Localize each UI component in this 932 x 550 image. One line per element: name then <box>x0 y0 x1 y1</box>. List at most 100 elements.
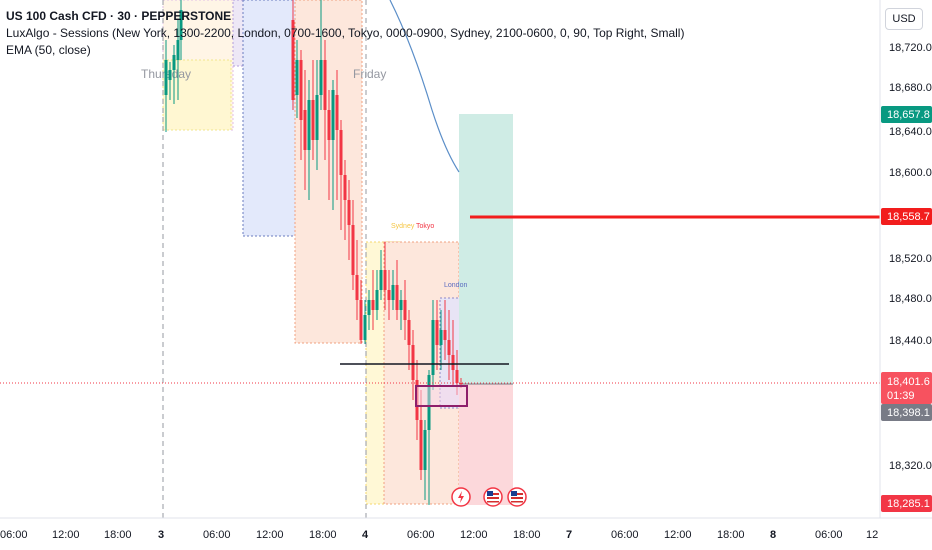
candle-body <box>391 285 395 300</box>
candle-body <box>379 270 383 290</box>
svg-text:18,285.1: 18,285.1 <box>887 498 930 510</box>
candle-body <box>447 340 451 355</box>
candle-body <box>168 70 172 80</box>
candle-body <box>319 60 323 95</box>
candle-body <box>176 40 180 60</box>
candle-body <box>371 300 375 310</box>
indicator-sessions-label[interactable]: LuxAlgo - Sessions (New York, 1300-2200,… <box>6 26 685 40</box>
svg-text:01:39: 01:39 <box>887 390 915 402</box>
session-label-sydney: Sydney <box>391 223 415 230</box>
chart-legend: US 100 Cash CFD · 30 · PEPPERSTONE LuxAl… <box>6 8 684 59</box>
ema-line <box>389 0 460 173</box>
flash-icon[interactable] <box>451 487 471 507</box>
candle-body <box>331 90 335 140</box>
candle-body <box>367 300 371 315</box>
svg-text:18,558.7: 18,558.7 <box>887 211 930 223</box>
time-tick: 06:00 <box>203 529 231 541</box>
candle-body <box>431 320 435 375</box>
session-label-tokyo: Tokyo <box>416 223 434 230</box>
time-tick: 8 <box>770 529 776 541</box>
candle-body <box>423 430 427 470</box>
candle-body <box>179 10 183 40</box>
price-tick: 18,680.0 <box>889 82 932 94</box>
price-tick: 18,720.0 <box>889 42 932 54</box>
candle-body <box>339 130 343 175</box>
candle-body <box>355 275 359 300</box>
candle-body <box>375 290 379 310</box>
candle-body <box>435 320 439 345</box>
candle-body <box>459 383 463 384</box>
time-tick: 12:00 <box>52 529 80 541</box>
candle-body <box>291 20 295 100</box>
symbol-title[interactable]: US 100 Cash CFD · 30 · PEPPERSTONE <box>6 9 232 23</box>
time-tick: 06:00 <box>815 529 843 541</box>
candle-body <box>303 110 307 150</box>
price-axis[interactable]: 18,720.0 18,680.0 18,640.0 18,600.0 18,5… <box>879 0 932 518</box>
candle-body <box>299 60 303 120</box>
price-tag-target: 18,657.8 <box>881 106 932 123</box>
time-tick: 06:00 <box>611 529 639 541</box>
candle-body <box>164 60 168 95</box>
svg-text:18,657.8: 18,657.8 <box>887 109 930 121</box>
candle-body <box>411 345 415 380</box>
price-tick: 18,440.0 <box>889 335 932 347</box>
candle-body <box>347 200 351 225</box>
candle-body <box>335 95 339 130</box>
candle-body <box>315 95 319 140</box>
time-tick: 18:00 <box>104 529 132 541</box>
candle-body <box>307 100 311 150</box>
candle-body <box>395 285 399 310</box>
price-tick: 18,320.0 <box>889 460 932 472</box>
time-tick: 18:00 <box>513 529 541 541</box>
long-position-tool[interactable] <box>459 114 513 505</box>
time-tick: 12 <box>866 529 878 541</box>
price-tag-resistance: 18,558.7 <box>881 208 932 225</box>
currency-button[interactable]: USD <box>885 8 923 30</box>
indicator-ema-label[interactable]: EMA (50, close) <box>6 43 91 57</box>
candle-body <box>383 270 387 290</box>
candle-body <box>443 330 447 340</box>
price-tag-stop: 18,285.1 <box>881 495 932 512</box>
candle-body <box>359 300 363 340</box>
price-tick: 18,640.0 <box>889 126 932 138</box>
time-tick: 3 <box>158 529 164 541</box>
us-flag-icon[interactable] <box>483 487 503 507</box>
us-flag-icon[interactable] <box>507 487 527 507</box>
price-tag-current: 18,401.6 01:39 <box>881 372 932 404</box>
candle-body <box>451 355 455 370</box>
candle-body <box>311 100 315 140</box>
candle-body <box>327 110 331 140</box>
time-tick: 18:00 <box>309 529 337 541</box>
time-tick: 7 <box>566 529 572 541</box>
candlesticks <box>164 0 463 505</box>
time-tick: 18:00 <box>717 529 745 541</box>
time-tick: 4 <box>362 529 369 541</box>
candle-body <box>387 290 391 300</box>
candle-body <box>343 175 347 200</box>
time-tick: 12:00 <box>460 529 488 541</box>
time-tick: 12:00 <box>256 529 284 541</box>
candle-body <box>439 330 443 345</box>
time-tick: 06:00 <box>0 529 28 541</box>
candle-body <box>455 370 459 383</box>
price-tick: 18,480.0 <box>889 293 932 305</box>
candle-body <box>172 55 176 70</box>
price-tick: 18,520.0 <box>889 253 932 265</box>
candle-body <box>403 300 407 320</box>
profit-zone <box>459 114 513 384</box>
candle-body <box>419 420 423 470</box>
session-label-london: London <box>444 282 467 289</box>
time-tick: 12:00 <box>664 529 692 541</box>
svg-text:18,398.1: 18,398.1 <box>887 407 930 419</box>
candle-body <box>363 315 367 340</box>
svg-text:18,401.6: 18,401.6 <box>887 376 930 388</box>
candle-body <box>399 300 403 310</box>
time-tick: 06:00 <box>407 529 435 541</box>
time-axis[interactable]: 06:00 12:00 18:00 3 06:00 12:00 18:00 4 … <box>0 517 932 550</box>
candle-body <box>295 60 299 95</box>
order-block-rect[interactable] <box>415 385 468 407</box>
day-label-friday: Friday <box>353 67 386 81</box>
candle-body <box>407 320 411 345</box>
candle-body <box>351 225 355 275</box>
